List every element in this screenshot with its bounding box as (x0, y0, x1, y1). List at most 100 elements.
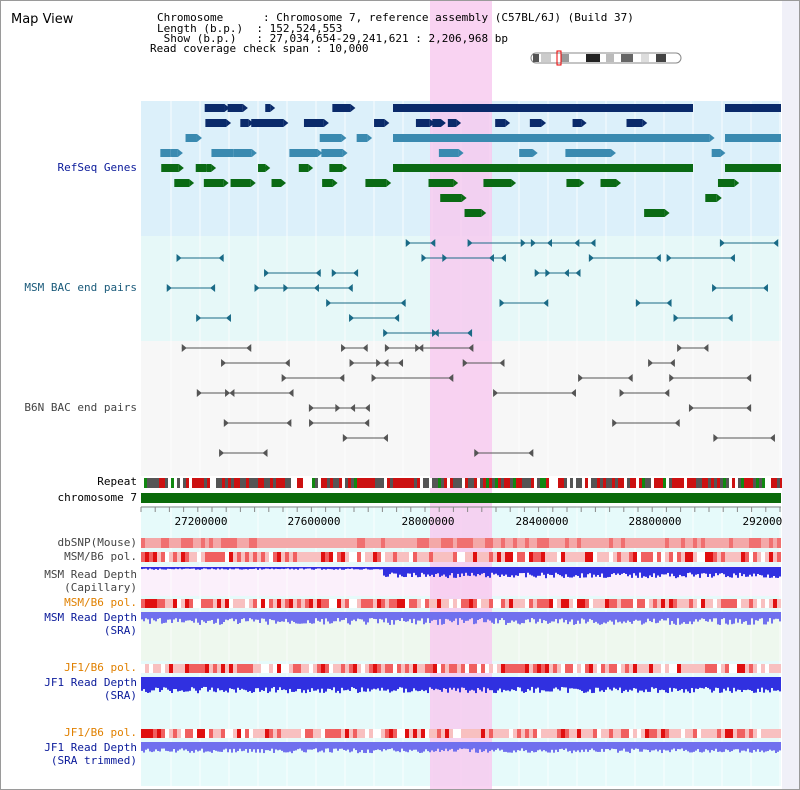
b6n-bac-end-marker (341, 344, 347, 352)
msm-b6-pol2-cell (653, 599, 657, 608)
jf1-depth-sra-bar (557, 677, 559, 690)
jf1-b6-pol-cell (449, 664, 453, 673)
jf1-b6-pol-cell (425, 664, 429, 673)
repeat-segment (396, 478, 399, 488)
jf1-depth-trimmed-bar (445, 742, 447, 749)
msm-depth-capillary-bar (515, 567, 517, 576)
dbsnp-cell (617, 538, 621, 548)
repeat-segment (309, 478, 312, 488)
msm-depth-capillary-bar (371, 567, 373, 570)
msm-b6-pol2-cell (209, 599, 213, 608)
dbsnp-cell (141, 538, 145, 548)
jf1-b6-pol-cell (329, 664, 333, 673)
msm-depth-sra-bar (261, 612, 263, 619)
msm-depth-sra-bar (729, 612, 731, 620)
msm-b6-pol-cell (693, 552, 697, 562)
b6n-bac-end-marker (769, 434, 775, 442)
ideogram-band (533, 54, 539, 62)
repeat-segment (405, 478, 408, 488)
msm-depth-sra-bar (337, 612, 339, 619)
msm-depth-sra-bar (637, 612, 639, 621)
msm-b6-pol-cell (165, 552, 169, 562)
msm-depth-sra-bar (245, 612, 247, 622)
msm-b6-pol-cell (769, 552, 773, 562)
repeat-segment (474, 478, 477, 488)
msm-depth-sra-bar (201, 612, 203, 621)
msm-depth-sra-bar (253, 612, 255, 622)
jf1-depth-sra-bar (353, 677, 355, 689)
jf1-b6-pol2-cell (453, 729, 457, 738)
msm-depth-capillary-bar (227, 567, 229, 570)
msm-depth-sra-bar (435, 612, 437, 620)
jf1-depth-sra-bar (245, 677, 247, 691)
msm-depth-capillary-bar (177, 567, 179, 570)
msm-depth-sra-bar (499, 612, 501, 621)
jf1-depth-trimmed-bar (555, 742, 557, 750)
dbsnp-cell (337, 538, 341, 548)
jf1-b6-pol2-cell (421, 729, 425, 738)
msm-b6-pol-cell (433, 552, 437, 562)
jf1-b6-pol2-cell (585, 729, 589, 738)
msm-b6-pol2-cell (201, 599, 205, 608)
msm-b6-pol2-cell (421, 599, 425, 608)
jf1-depth-sra-bar (777, 677, 779, 691)
msm-bac-end-marker (405, 239, 411, 247)
jf1-depth-sra-bar (483, 677, 485, 688)
jf1-b6-pol2-cell (205, 729, 209, 738)
msm-depth-capillary-bar (707, 567, 709, 577)
repeat-segment (759, 478, 762, 488)
msm-depth-sra-bar (169, 612, 171, 620)
jf1-b6-pol-cell (553, 664, 557, 673)
jf1-depth-sra-label: JF1 Read Depth (44, 676, 137, 689)
b6n-bac-end-marker (384, 344, 390, 352)
jf1-depth-sra-bar (507, 677, 509, 691)
dbsnp-cell (773, 538, 777, 548)
msm-depth-capillary-bar (323, 567, 325, 570)
jf1-b6-pol2-cell (385, 729, 389, 738)
dbsnp-cell (325, 538, 329, 548)
repeat-segment (744, 478, 747, 488)
jf1-depth-trimmed-bar (623, 742, 625, 749)
b6n-bac-end-marker (335, 404, 341, 412)
dbsnp-cell (625, 538, 629, 548)
jf1-depth-sra-bar (747, 677, 749, 690)
msm-depth-capillary-bar (559, 567, 561, 576)
repeat-segment (288, 478, 291, 488)
msm-depth-sra-bar (697, 612, 699, 622)
repeat-segment (252, 478, 255, 488)
jf1-depth-trimmed-bar (779, 742, 781, 751)
msm-bac-end-marker (500, 254, 506, 262)
dbsnp-cell (365, 538, 369, 548)
repeat-segment (174, 478, 177, 488)
jf1-depth-sra-bar (755, 677, 757, 693)
msm-b6-pol-cell (577, 552, 581, 562)
msm-depth-capillary-bar (461, 567, 463, 574)
repeat-segment (546, 478, 549, 488)
msm-bac-end-marker (315, 269, 321, 277)
jf1-depth-trimmed-bar (415, 742, 417, 750)
jf1-b6-pol2-cell (165, 729, 169, 738)
msm-b6-pol2-cell (449, 599, 453, 608)
jf1-b6-pol-cell (577, 664, 581, 673)
msm-b6-pol-cell (157, 552, 161, 562)
dbsnp-cell (229, 538, 233, 548)
repeat-segment (450, 478, 453, 488)
jf1-depth-sra-bar (199, 677, 201, 691)
msm-b6-pol-cell (745, 552, 749, 562)
msm-depth-capillary-bar (479, 567, 481, 576)
dbsnp-cell (437, 538, 441, 548)
repeat-segment (483, 478, 486, 488)
msm-depth-sra-bar (661, 612, 663, 619)
jf1-b6-pol2-cell (393, 729, 397, 738)
jf1-depth-trimmed-bar (643, 742, 645, 750)
msm-depth-capillary-bar (369, 567, 371, 570)
msm-b6-pol2-cell (237, 599, 241, 608)
msm-depth-sra-bar (173, 612, 175, 620)
right-margin-stripe (782, 1, 799, 789)
jf1-depth-trimmed-bar (177, 742, 179, 751)
msm-b6-pol2-cell (685, 599, 689, 608)
jf1-depth-sra-bar (617, 677, 619, 691)
jf1-b6-pol2-cell (209, 729, 213, 738)
msm-b6-pol-cell (397, 552, 401, 562)
